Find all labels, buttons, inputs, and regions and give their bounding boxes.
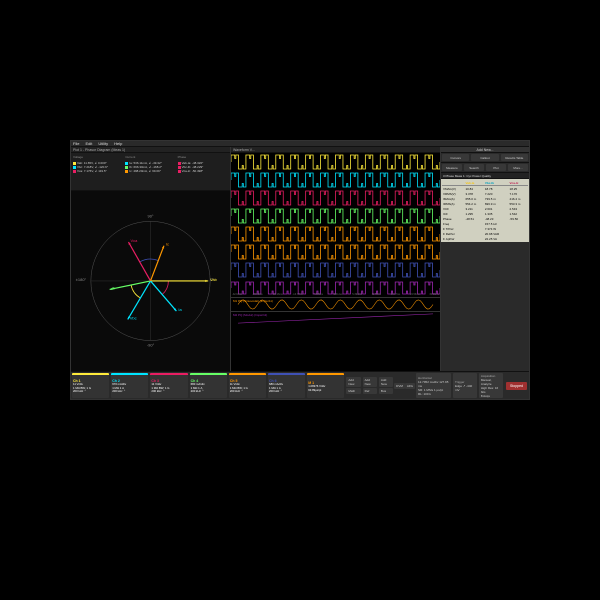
main-area: Plot 1 - Phasor Diagram (Meas 1) Voltage… bbox=[71, 147, 529, 371]
tool-row-1: CursorsCalloutResults Table bbox=[441, 153, 529, 163]
btn-add-new[interactable]: Add New bbox=[346, 377, 360, 387]
trigger-info[interactable]: TriggerEdge ↗ -440 mV bbox=[453, 373, 477, 398]
legend-voltage-title: Voltage bbox=[73, 155, 123, 159]
tool-more-[interactable]: More... bbox=[508, 164, 528, 171]
legend-phase-title: Phase bbox=[178, 155, 228, 159]
btn-add-new[interactable]: Add New bbox=[363, 377, 377, 387]
tool-callout[interactable]: Callout bbox=[471, 154, 498, 161]
svg-text:90°: 90° bbox=[147, 213, 153, 218]
btn-bus[interactable]: Bus bbox=[379, 388, 393, 394]
waveform-trace bbox=[231, 153, 440, 171]
svg-text:Ic: Ic bbox=[166, 242, 169, 247]
tool-plot[interactable]: Plot bbox=[486, 164, 506, 171]
tool-results-table[interactable]: Results Table bbox=[501, 154, 528, 161]
waveform-trace bbox=[231, 225, 440, 243]
tool-row-2: MeasureSearchPlotMore... bbox=[441, 163, 529, 173]
btn-dvm[interactable]: DVM bbox=[394, 383, 405, 389]
svg-text:Vca: Vca bbox=[130, 238, 138, 243]
legend-item: Ic: 498.20mA, ∠ 69.09° bbox=[125, 169, 175, 173]
btn-ref[interactable]: Ref bbox=[363, 388, 377, 394]
bottom-bar: Ch 111 V/div1 MΩ BW: 1 G200 kHz ⌃Ch 2670… bbox=[71, 371, 529, 399]
waveform-trace bbox=[231, 207, 440, 225]
btn-math[interactable]: Math bbox=[346, 388, 360, 394]
horizontal-info[interactable]: Horizontal12.7952 ms/div 127.95 msSR: 1 … bbox=[416, 373, 451, 398]
phasor-legend: Voltage Vab: 11.65V, ∠ 0.000°Vbc: 7.218V… bbox=[71, 153, 230, 191]
waveform-trace bbox=[231, 243, 440, 261]
channel-ch-6[interactable]: Ch 6680 mA/div1 MΩ 1 A200 kHz ⌃ bbox=[268, 373, 305, 398]
tool-search[interactable]: Search bbox=[464, 164, 484, 171]
channel-ch-2[interactable]: Ch 2670 mA/div1 MΩ 1 A200 kHz ⌃ bbox=[111, 373, 148, 398]
svg-text:Vab: Vab bbox=[210, 277, 218, 282]
tool-cursors[interactable]: Cursors bbox=[442, 154, 469, 161]
btn-afg[interactable]: AFG bbox=[405, 383, 415, 389]
phasor-diagram[interactable]: 90°±180°-90°0°VabIaVbcIbVcaIc bbox=[71, 191, 230, 371]
legend-item: Vca: 7.176V, ∠ 119.5° bbox=[73, 169, 123, 173]
results-table: Vab-IaVbc-IbVca-IcVMAG(V)10.8418.7818.25… bbox=[441, 179, 529, 242]
menu-utility[interactable]: Utility bbox=[98, 141, 108, 146]
svg-text:Vbc: Vbc bbox=[130, 316, 137, 321]
waveform-area[interactable]: -32.94ms-26.55ms-20.16ms-13.77ms-7.385ms… bbox=[231, 153, 440, 371]
waveform-trace bbox=[231, 171, 440, 189]
acquisition-info[interactable]: AcquisitionManual, AnalyzeHigh Res: 16 b… bbox=[479, 373, 503, 398]
legend-item: Vca-Ic: -50.498° bbox=[178, 169, 228, 173]
legend-current-title: Current bbox=[125, 155, 175, 159]
menu-file[interactable]: File bbox=[73, 141, 79, 146]
svg-text:Ia: Ia bbox=[178, 307, 182, 312]
channel-ch-1[interactable]: Ch 111 V/div1 MΩ BW: 1 G200 kHz ⌃ bbox=[72, 373, 109, 398]
channel-ch-3[interactable]: Ch 311 V/div1 MΩ BW: 1 G200 kHz ⌃ bbox=[150, 373, 187, 398]
channel-m-1[interactable]: M 11.08376 V/div63.89µs/pt bbox=[307, 373, 344, 398]
menu-edit[interactable]: Edit bbox=[85, 141, 92, 146]
channel-ch-5[interactable]: Ch 511 V/div1 MΩ BW: 1 G200 kHz ⌃ bbox=[229, 373, 266, 398]
svg-text:±180°: ±180° bbox=[76, 277, 87, 282]
menu-help[interactable]: Help bbox=[114, 141, 122, 146]
svg-text:-90°: -90° bbox=[147, 343, 155, 348]
run-state-button[interactable]: Stopped bbox=[506, 382, 527, 390]
btn-add-new[interactable]: Add New bbox=[379, 377, 393, 387]
waveform-panel: Waveform V... -32.94ms-26.55ms-20.16ms-1… bbox=[231, 147, 441, 371]
right-panel: Add New... CursorsCalloutResults Table M… bbox=[441, 147, 529, 371]
phasor-panel: Plot 1 - Phasor Diagram (Meas 1) Voltage… bbox=[71, 147, 231, 371]
waveform-trace bbox=[231, 261, 440, 279]
channel-ch-4[interactable]: Ch 4680 mA/div1 MΩ 1 A200 kHz ⌃ bbox=[190, 373, 227, 398]
oscilloscope-app: File Edit Utility Help Plot 1 - Phasor D… bbox=[70, 140, 530, 400]
tool-measure[interactable]: Measure bbox=[442, 164, 462, 171]
waveform-trace bbox=[231, 189, 440, 207]
